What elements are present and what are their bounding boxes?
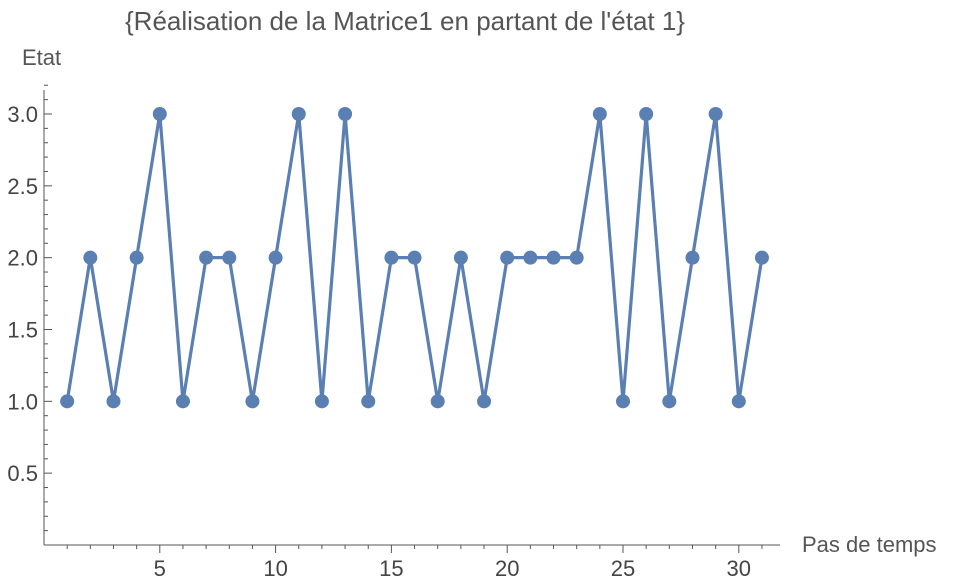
y-tick-label: 0.5 — [7, 461, 38, 486]
x-axis-label: Pas de temps — [802, 532, 937, 557]
data-point — [708, 106, 723, 121]
data-point — [754, 250, 769, 265]
data-point — [592, 106, 607, 121]
data-point — [384, 250, 399, 265]
x-tick-label: 5 — [154, 556, 166, 581]
data-point — [477, 394, 492, 409]
data-point — [523, 250, 538, 265]
y-axis-label: Etat — [22, 45, 61, 70]
x-tick-label: 30 — [727, 556, 751, 581]
x-tick-label: 20 — [495, 556, 519, 581]
data-point — [245, 394, 260, 409]
data-point — [175, 394, 190, 409]
data-point — [129, 250, 144, 265]
data-point — [361, 394, 376, 409]
y-tick-label: 1.5 — [7, 317, 38, 342]
data-point — [314, 394, 329, 409]
data-point — [268, 250, 283, 265]
chart-title: {Réalisation de la Matrice1 en partant d… — [125, 6, 685, 36]
y-tick-label: 2.5 — [7, 174, 38, 199]
data-point — [338, 106, 353, 121]
y-tick-label: 2.0 — [7, 246, 38, 271]
x-tick-label: 10 — [263, 556, 287, 581]
data-point — [152, 106, 167, 121]
data-point — [546, 250, 561, 265]
x-tick-label: 25 — [611, 556, 635, 581]
data-point — [685, 250, 700, 265]
data-point — [662, 394, 677, 409]
data-point — [407, 250, 422, 265]
data-point — [199, 250, 214, 265]
data-point — [60, 394, 75, 409]
data-point — [291, 106, 306, 121]
data-point — [222, 250, 237, 265]
data-point — [569, 250, 584, 265]
data-point — [83, 250, 98, 265]
series — [60, 106, 769, 409]
data-point — [453, 250, 468, 265]
ticks: 5 10 15 20 25 30 0.5 1.0 1.5 2.0 2.5 3.0 — [7, 84, 763, 581]
x-tick-label: 15 — [379, 556, 403, 581]
y-tick-label: 1.0 — [7, 389, 38, 414]
data-point — [616, 394, 630, 409]
data-point — [731, 394, 746, 409]
data-point — [500, 250, 515, 265]
y-tick-label: 3.0 — [7, 102, 38, 127]
data-point — [106, 394, 121, 409]
data-point — [430, 394, 445, 409]
data-point — [639, 106, 654, 121]
